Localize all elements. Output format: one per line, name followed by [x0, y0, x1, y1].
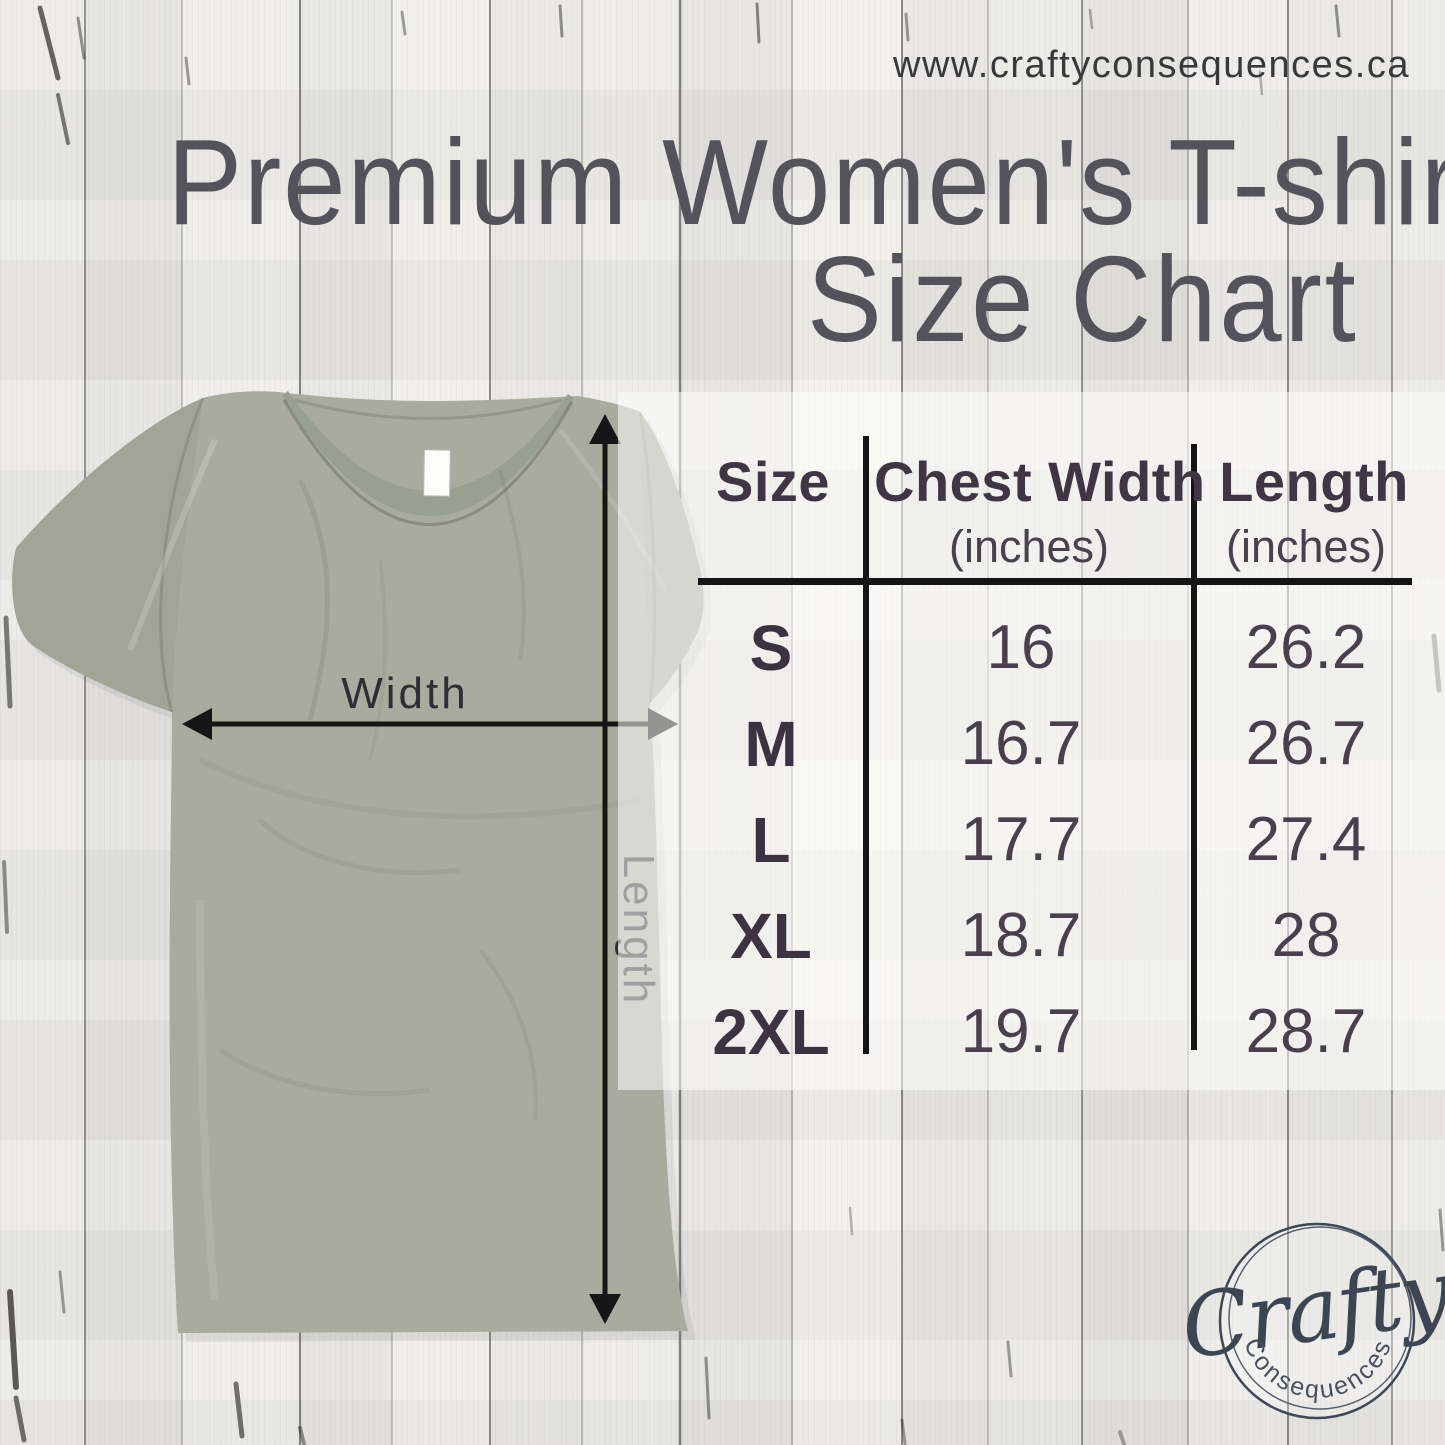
table-cell-chest: 16: [986, 613, 1056, 682]
table-cell-size: 2XL: [712, 996, 830, 1068]
table-backdrop-panel: [618, 392, 1445, 1090]
column-header-size: Size: [715, 450, 831, 513]
table-cell-length: 26.7: [1245, 709, 1367, 778]
table-cell-size: S: [749, 612, 793, 684]
collar-shadow: [282, 399, 574, 526]
logo-inner-circle: [1228, 1226, 1412, 1410]
column-unit-chest: (inches): [948, 521, 1110, 572]
table-cell-size: L: [751, 804, 791, 876]
table-cell-length: 28.7: [1245, 997, 1367, 1066]
column-header-length: Length: [1219, 450, 1409, 513]
website-url: www.craftyconsequences.ca: [893, 44, 1410, 86]
table-cell-length: 28: [1271, 901, 1341, 970]
tshirt-body: [12, 391, 704, 1333]
left-sleeve-seam: [159, 397, 205, 713]
column-unit-length: (inches): [1225, 521, 1387, 572]
width-label: Width: [341, 669, 468, 718]
table-cell-chest: 17.7: [960, 805, 1082, 874]
collar-band: [282, 391, 574, 517]
table-cell-chest: 16.7: [960, 709, 1082, 778]
table-divider-1: [863, 436, 869, 1054]
page-subtitle: Size Chart: [807, 231, 1359, 367]
page-title: Premium Women's T-shirt: [167, 114, 1445, 250]
table-cell-size: XL: [730, 900, 812, 972]
fabric-wrinkles: [198, 469, 641, 1121]
table-header-rule: [698, 578, 1412, 585]
table-cell-chest: 19.7: [960, 997, 1082, 1066]
table-cell-chest: 18.7: [960, 901, 1082, 970]
table-divider-2: [1191, 444, 1197, 1050]
table-cell-size: M: [744, 708, 798, 780]
table-cell-length: 26.2: [1245, 613, 1367, 682]
table-cell-length: 27.4: [1245, 805, 1367, 874]
logo-outer-circle: [1218, 1222, 1416, 1420]
column-header-chest: Chest Width: [874, 450, 1206, 513]
left-sleeve-shade: [12, 398, 203, 712]
length-arrow: [589, 414, 621, 1324]
neck-tag: [423, 449, 451, 497]
back-collar-seam: [294, 398, 563, 420]
crafty-consequences-logo: Crafty Consequences: [1175, 1222, 1445, 1420]
